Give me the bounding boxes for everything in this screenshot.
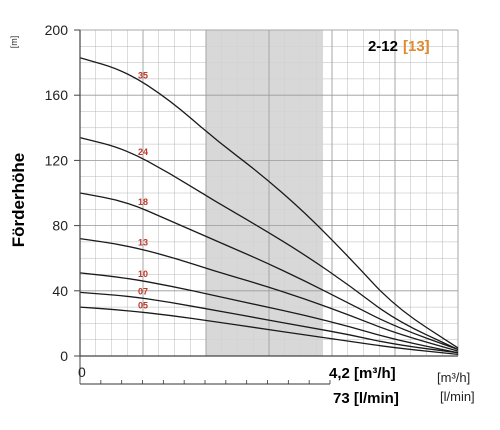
curve-label-18: 18 (138, 197, 148, 207)
chart-title: 2-12 (368, 38, 398, 55)
curve-35 (79, 57, 459, 349)
curve-label-35: 35 (138, 70, 148, 80)
flow-unit-lmin: [l/min] (440, 389, 475, 404)
y-axis-unit: [m] (9, 36, 19, 49)
y-tick-label: 160 (45, 87, 69, 103)
curve-13 (79, 237, 459, 352)
y-tick-label: 80 (52, 218, 68, 234)
chart-title-accent: [13] (403, 38, 430, 55)
y-tick-label: 0 (60, 348, 68, 364)
curve-18 (79, 192, 459, 351)
y-axis-title: Förderhöhe (9, 153, 28, 247)
flow-max-lmin: 73 [l/min] (333, 390, 399, 407)
curve-label-13: 13 (138, 238, 148, 248)
highlight-band (206, 30, 323, 356)
axes (74, 29, 458, 385)
curve-05 (79, 306, 459, 356)
y-tick-label: 200 (45, 22, 69, 38)
curve-10 (79, 272, 459, 354)
flow-max-m3h: 4,2 [m³/h] (329, 365, 396, 382)
y-tick-labels: 200 160 120 80 40 0 (45, 22, 69, 364)
curve-07 (79, 291, 459, 354)
y-tick-label: 120 (45, 152, 69, 168)
curve-label-07: 07 (138, 286, 148, 296)
curve-label-24: 24 (138, 147, 148, 157)
curve-label-05: 05 (138, 300, 148, 310)
performance-curves (79, 57, 459, 356)
flow-unit-m3h: [m³/h] (437, 370, 470, 385)
curve-24 (79, 136, 459, 351)
curve-labels: 35 24 18 13 10 07 05 (138, 70, 148, 310)
y-tick-label: 40 (52, 283, 68, 299)
x-tick-zero: 0 (78, 364, 86, 380)
curve-label-10: 10 (138, 269, 148, 279)
